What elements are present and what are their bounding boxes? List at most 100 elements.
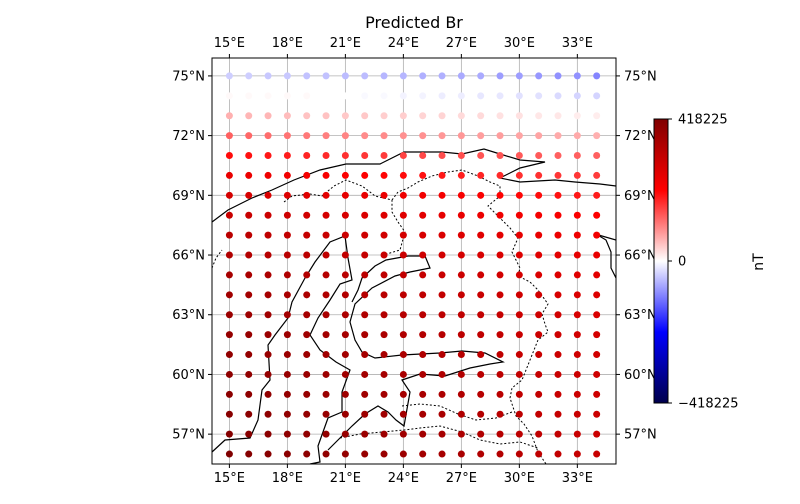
data-point [322, 291, 330, 299]
data-point [554, 152, 562, 160]
data-point [496, 370, 504, 378]
x-tick-label-top: 27°E [446, 36, 477, 51]
data-point [554, 311, 562, 319]
data-point [303, 152, 311, 160]
data-point [477, 92, 485, 100]
data-point [322, 410, 330, 418]
data-point [496, 72, 504, 80]
data-point [303, 410, 311, 418]
data-point [361, 291, 369, 299]
data-point [303, 430, 311, 438]
data-point [457, 430, 465, 438]
data-point [419, 450, 427, 458]
data-point [341, 410, 349, 418]
data-point [264, 351, 272, 359]
data-point [264, 410, 272, 418]
data-point [535, 251, 543, 259]
data-point [438, 171, 446, 179]
data-point [283, 92, 291, 100]
data-point [322, 450, 330, 458]
data-point [457, 231, 465, 239]
data-point [283, 331, 291, 339]
data-point [457, 211, 465, 219]
data-point [380, 370, 388, 378]
data-point [399, 211, 407, 219]
data-point [322, 311, 330, 319]
data-point [496, 251, 504, 259]
x-axis-bottom: 15°E 18°E 21°E 24°E 27°E 30°E 33°E [214, 464, 593, 486]
data-point [245, 251, 253, 259]
country-border [339, 425, 539, 449]
data-point [477, 351, 485, 359]
data-point [535, 72, 543, 80]
data-point [477, 72, 485, 80]
data-point [573, 370, 581, 378]
data-point [225, 390, 233, 398]
data-point [283, 370, 291, 378]
data-point [554, 370, 562, 378]
x-tick-label-top: 24°E [388, 36, 419, 51]
data-point [477, 251, 485, 259]
colorbar-tick-label: −418225 [678, 397, 739, 412]
data-point [264, 211, 272, 219]
data-point [573, 191, 581, 199]
data-point [438, 450, 446, 458]
data-point [593, 351, 601, 359]
data-point [361, 92, 369, 100]
data-point [380, 311, 388, 319]
data-point [515, 331, 523, 339]
data-point [593, 251, 601, 259]
data-point [496, 231, 504, 239]
data-point [245, 132, 253, 140]
data-point [438, 291, 446, 299]
data-point [457, 390, 465, 398]
x-tick-label-top: 30°E [504, 36, 535, 51]
data-point [303, 450, 311, 458]
data-point [438, 132, 446, 140]
data-point [477, 211, 485, 219]
data-point [457, 152, 465, 160]
data-point [225, 370, 233, 378]
data-point [283, 311, 291, 319]
x-tick-label-bottom: 33°E [562, 471, 593, 486]
data-point [535, 410, 543, 418]
data-point [303, 191, 311, 199]
data-point [399, 251, 407, 259]
data-point [283, 112, 291, 120]
x-tick-label-top: 21°E [330, 36, 361, 51]
data-point [341, 251, 349, 259]
data-point [380, 450, 388, 458]
data-point [573, 430, 581, 438]
data-point [419, 311, 427, 319]
data-point [419, 271, 427, 279]
data-point [322, 132, 330, 140]
data-point [322, 171, 330, 179]
data-point [399, 92, 407, 100]
data-point [322, 351, 330, 359]
data-point [303, 291, 311, 299]
data-point [225, 72, 233, 80]
data-point [322, 390, 330, 398]
data-point [593, 271, 601, 279]
data-point [399, 410, 407, 418]
data-point [573, 132, 581, 140]
data-point [361, 351, 369, 359]
data-point [361, 370, 369, 378]
data-point [361, 331, 369, 339]
data-point [361, 311, 369, 319]
data-point [264, 390, 272, 398]
data-point [477, 132, 485, 140]
data-point [245, 370, 253, 378]
data-point [593, 231, 601, 239]
data-point [496, 331, 504, 339]
data-point [264, 251, 272, 259]
data-point [245, 351, 253, 359]
data-point [264, 191, 272, 199]
data-point [380, 92, 388, 100]
data-point [361, 410, 369, 418]
data-point [303, 211, 311, 219]
data-point [515, 152, 523, 160]
data-point [573, 152, 581, 160]
data-point [438, 191, 446, 199]
data-point [438, 370, 446, 378]
